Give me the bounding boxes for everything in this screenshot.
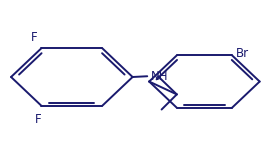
- Text: F: F: [35, 113, 42, 126]
- Text: NH: NH: [151, 70, 168, 83]
- Text: Br: Br: [236, 47, 249, 60]
- Text: F: F: [31, 31, 38, 44]
